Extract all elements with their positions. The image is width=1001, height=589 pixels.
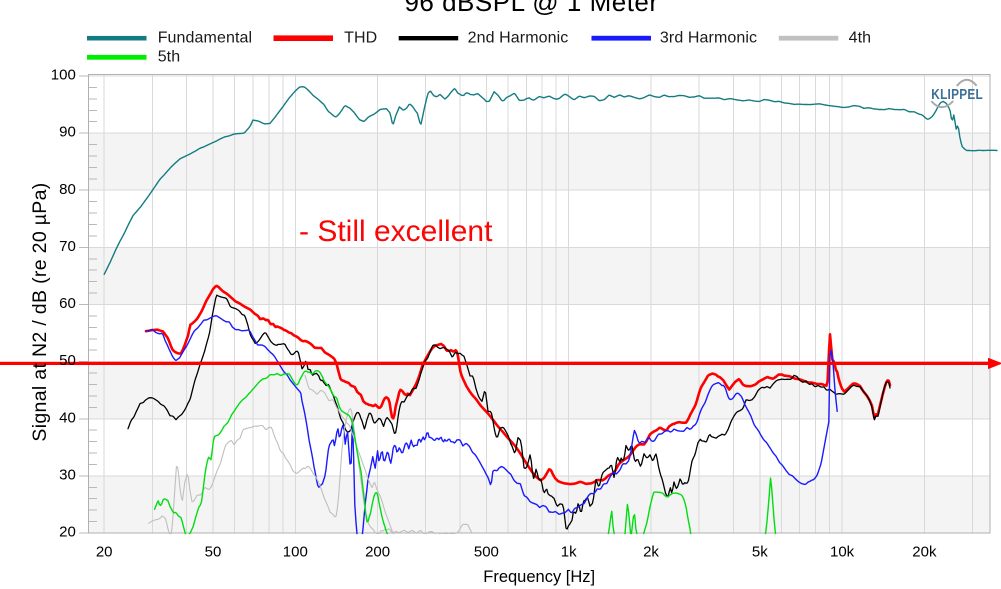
svg-text:5k: 5k	[752, 544, 768, 561]
svg-text:20: 20	[59, 524, 76, 541]
svg-text:2nd Harmonic: 2nd Harmonic	[468, 29, 569, 46]
svg-text:30: 30	[59, 467, 76, 484]
svg-text:Signal at N2 / dB (re 20 µPa): Signal at N2 / dB (re 20 µPa)	[29, 182, 51, 441]
svg-text:20: 20	[96, 544, 113, 561]
svg-text:THD: THD	[344, 29, 377, 46]
svg-text:20k: 20k	[912, 544, 937, 561]
svg-text:KLIPPEL: KLIPPEL	[931, 86, 983, 103]
svg-text:500: 500	[474, 544, 499, 561]
svg-text:10k: 10k	[830, 544, 855, 561]
svg-text:90: 90	[59, 124, 76, 141]
svg-text:2k: 2k	[643, 544, 659, 561]
svg-text:4th: 4th	[849, 29, 872, 46]
svg-text:Fundamental: Fundamental	[158, 29, 253, 46]
svg-text:80: 80	[59, 181, 76, 198]
svg-text:40: 40	[59, 409, 76, 426]
svg-text:5th: 5th	[158, 49, 181, 66]
svg-text:50: 50	[205, 544, 222, 561]
svg-text:- Still excellent: - Still excellent	[299, 215, 493, 248]
svg-text:96 dBSPL @ 1 Meter: 96 dBSPL @ 1 Meter	[404, 0, 658, 17]
svg-text:100: 100	[51, 67, 76, 84]
svg-text:Frequency [Hz]: Frequency [Hz]	[483, 568, 595, 586]
svg-text:70: 70	[59, 238, 76, 255]
svg-text:1k: 1k	[561, 544, 577, 561]
svg-text:200: 200	[365, 544, 390, 561]
svg-text:100: 100	[283, 544, 308, 561]
svg-text:3rd Harmonic: 3rd Harmonic	[660, 29, 757, 46]
svg-text:60: 60	[59, 295, 76, 312]
svg-text:50: 50	[59, 352, 76, 369]
